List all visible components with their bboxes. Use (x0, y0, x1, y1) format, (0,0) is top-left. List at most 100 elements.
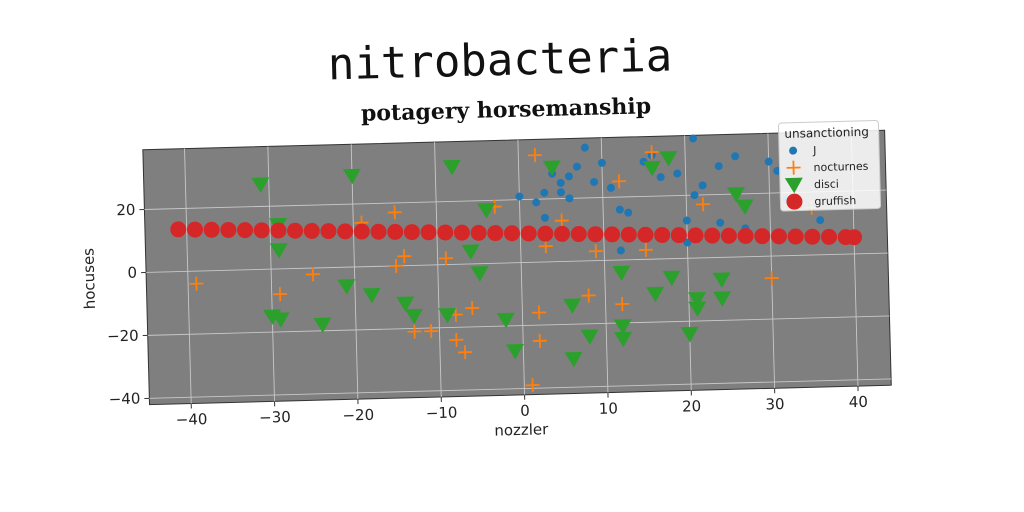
x-grid-line (267, 146, 275, 402)
x-tick-label: 30 (765, 395, 785, 413)
point-J (673, 169, 682, 178)
point-disci (612, 265, 631, 282)
point-J (564, 172, 573, 181)
point-J (572, 162, 581, 171)
point-gruffish (453, 224, 470, 241)
axis-ticks: −40 −30 −20 −10 0 10 20 30 40 −40 −20 0 20 (107, 201, 869, 429)
point-nocturnes (397, 249, 412, 264)
point-J (731, 152, 740, 161)
point-gruffish (737, 227, 754, 244)
x-tick-label: −10 (426, 404, 458, 423)
point-disci (564, 351, 583, 368)
point-gruffish (387, 223, 404, 240)
point-nocturnes (764, 271, 779, 286)
point-nocturnes (527, 148, 542, 163)
point-J (698, 181, 707, 190)
point-gruffish (620, 226, 637, 243)
point-nocturnes (449, 332, 464, 347)
point-J (615, 205, 624, 214)
series-gruffish (170, 221, 863, 246)
y-tick-label: −40 (108, 390, 140, 409)
point-disci (461, 244, 480, 260)
series-J (515, 134, 825, 255)
point-gruffish (804, 228, 821, 245)
point-gruffish (303, 222, 320, 239)
point-disci (342, 168, 361, 185)
point-gruffish (370, 223, 387, 240)
point-J (590, 177, 599, 186)
point-disci (337, 279, 356, 295)
point-nocturnes (554, 213, 569, 228)
point-J (616, 246, 625, 255)
x-tick-label: −30 (259, 408, 291, 427)
x-tick-label: 10 (599, 399, 619, 417)
point-gruffish (654, 226, 671, 243)
point-nocturnes (532, 305, 547, 320)
legend-title: unsanctioning (784, 125, 869, 141)
legend-entry-gruffish: gruffish (814, 194, 856, 208)
point-J (532, 198, 541, 207)
point-gruffish (270, 222, 287, 239)
legend-entry-disci: disci (814, 177, 839, 191)
point-disci (542, 160, 561, 176)
point-nocturnes (458, 345, 473, 360)
point-disci (477, 203, 496, 219)
point-gruffish (237, 222, 254, 239)
point-gruffish (437, 224, 454, 241)
x-grid-line (434, 142, 442, 397)
point-J (688, 134, 697, 143)
x-grid-line (517, 139, 526, 395)
point-gruffish (637, 226, 654, 243)
point-gruffish (821, 228, 838, 245)
point-gruffish (503, 225, 520, 242)
point-nocturnes (273, 287, 288, 302)
point-nocturnes (438, 251, 453, 266)
point-nocturnes (525, 378, 540, 393)
point-gruffish (720, 227, 737, 244)
point-J (540, 188, 549, 197)
x-grid-line (184, 148, 192, 404)
point-J (682, 216, 691, 225)
point-gruffish (770, 228, 787, 245)
legend-marker-gruffish (786, 193, 803, 210)
point-disci (662, 270, 681, 287)
point-J (624, 208, 633, 217)
point-nocturnes (465, 300, 480, 316)
point-disci (735, 199, 754, 215)
x-grid-line (684, 135, 692, 391)
point-J (515, 192, 524, 201)
point-J (556, 188, 565, 197)
point-disci (688, 301, 707, 317)
x-grid-line (600, 137, 609, 393)
point-gruffish (537, 225, 554, 242)
point-disci (642, 160, 661, 177)
point-disci (313, 317, 332, 334)
x-tick-label: −40 (176, 410, 208, 429)
point-disci (396, 296, 415, 312)
point-J (683, 238, 692, 247)
point-gruffish (287, 222, 304, 239)
point-J (656, 173, 665, 182)
y-grid-line (147, 315, 890, 336)
point-J (606, 183, 615, 192)
point-disci (659, 150, 678, 167)
point-disci (726, 187, 745, 203)
point-disci (614, 331, 632, 348)
point-disci (470, 266, 489, 282)
point-gruffish (470, 224, 487, 241)
point-gruffish (487, 225, 504, 242)
point-gruffish (570, 226, 587, 243)
point-nocturnes (644, 145, 659, 160)
point-J (716, 218, 725, 227)
point-gruffish (320, 223, 337, 240)
point-disci (438, 307, 457, 324)
point-gruffish (604, 226, 621, 243)
point-disci (251, 177, 270, 193)
x-grid-line (767, 133, 776, 389)
point-gruffish (420, 224, 437, 241)
x-tick-label: 40 (849, 393, 869, 411)
point-gruffish (170, 221, 187, 238)
point-J (714, 162, 723, 171)
y-grid-line (144, 189, 887, 210)
